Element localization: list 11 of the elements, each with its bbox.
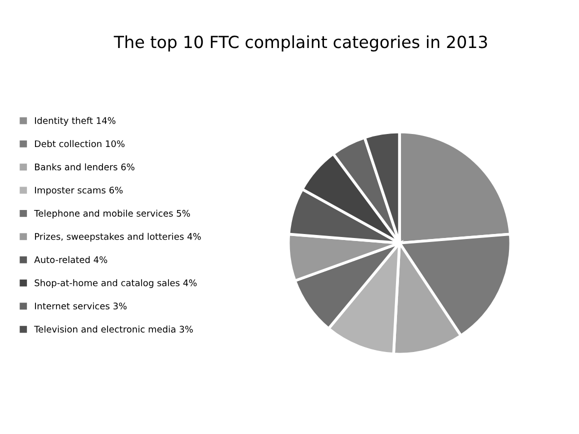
legend-label: Shop-at-home and catalog sales 4% xyxy=(34,279,197,288)
legend-label: Debt collection 10% xyxy=(35,140,125,148)
legend-label: Television and electronic media 3% xyxy=(34,326,193,333)
legend-label: Auto-related 4% xyxy=(34,256,108,264)
chart-title: The top 10 FTC complaint categories in 2013 xyxy=(114,35,487,52)
legend-label: Telephone and mobile services 5% xyxy=(34,210,190,218)
legend-label: Imposter scams 6% xyxy=(35,186,123,196)
legend-label: Internet services 3% xyxy=(35,302,127,310)
legend-label: Prizes, sweepstakes and lotteries 4% xyxy=(35,232,201,242)
legend-label: Identity theft 14% xyxy=(35,116,116,126)
legend-label: Banks and lenders 6% xyxy=(35,163,134,170)
